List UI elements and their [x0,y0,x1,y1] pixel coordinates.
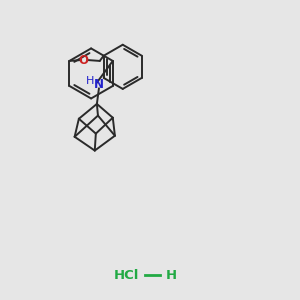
Text: HCl: HCl [114,268,139,282]
Text: H: H [166,268,177,282]
Text: O: O [79,53,89,67]
Text: H: H [86,76,94,86]
Text: N: N [94,78,104,91]
